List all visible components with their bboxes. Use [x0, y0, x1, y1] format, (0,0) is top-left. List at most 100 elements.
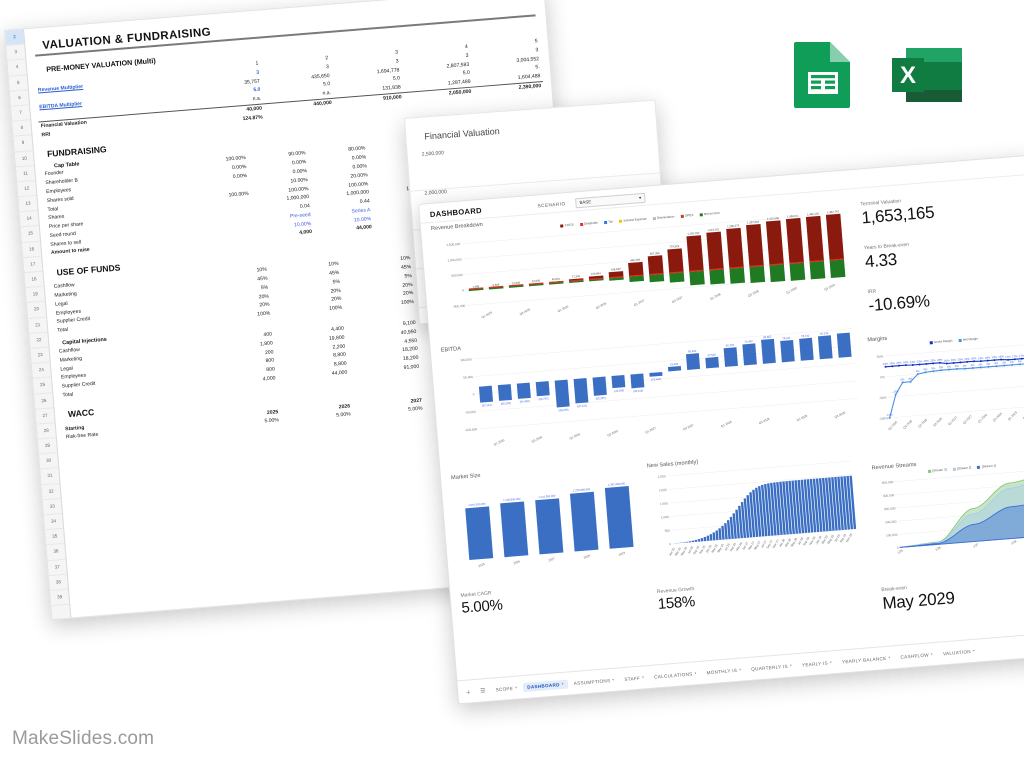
row-header-cell[interactable]: 7: [11, 105, 31, 122]
svg-text:779,529: 779,529: [669, 244, 680, 249]
chevron-down-icon[interactable]: ▾: [561, 681, 564, 687]
row-header-cell[interactable]: 8: [12, 120, 32, 137]
chevron-down-icon[interactable]: ▾: [888, 655, 891, 660]
sheet-tab-cashflow[interactable]: CASHFLOW ▾: [896, 649, 937, 661]
brand-watermark: MakeSlides.com: [12, 728, 155, 749]
row-header-cell[interactable]: 23: [30, 347, 50, 364]
sheet-tab-scope[interactable]: SCOPE ▾: [491, 683, 521, 694]
add-sheet-icon[interactable]: ＋: [465, 689, 472, 697]
svg-text:4%: 4%: [1002, 360, 1007, 364]
row-header-cell[interactable]: 39: [50, 589, 70, 607]
row-header-cell[interactable]: 10: [14, 150, 34, 168]
svg-text:1,286,273: 1,286,273: [727, 223, 740, 228]
chevron-down-icon[interactable]: ▾: [694, 671, 697, 676]
svg-text:(96,236): (96,236): [558, 408, 568, 413]
chevron-down-icon[interactable]: ▾: [829, 660, 833, 665]
svg-text:1/25: 1/25: [896, 548, 903, 555]
svg-text:Sep 26: Sep 26: [729, 542, 737, 553]
chevron-down-icon[interactable]: ▾: [789, 663, 793, 668]
svg-text:1,220,900,000: 1,220,900,000: [573, 487, 591, 492]
row-header-cell[interactable]: 12: [17, 180, 37, 198]
svg-text:Q1 2027: Q1 2027: [644, 426, 656, 435]
row-header-cell[interactable]: 27: [35, 407, 55, 425]
sheet-tab-calculations[interactable]: CALCULATIONS ▾: [650, 668, 701, 681]
svg-text:4%: 4%: [994, 361, 999, 365]
row-header-cell[interactable]: 37: [47, 559, 67, 576]
dashboard-card[interactable]: DASHBOARD SCENARIO BASE ▾ Revenue Breakd…: [418, 154, 1024, 705]
sheet-tab-valuation[interactable]: VALUATION ▾: [939, 646, 980, 658]
sheet-tab-yearly-is[interactable]: YEARLY IS ▾: [798, 657, 837, 669]
row-header-cell[interactable]: 28: [36, 423, 56, 440]
sheet-tab-dashboard[interactable]: DASHBOARD ▾: [522, 679, 569, 692]
row-header-cell[interactable]: 35: [45, 529, 65, 546]
row-header-cell[interactable]: 14: [19, 211, 39, 228]
row-header-cell[interactable]: 15: [20, 226, 41, 243]
svg-text:400,000: 400,000: [883, 493, 895, 498]
row-header-cell[interactable]: 29: [37, 438, 58, 455]
row-header-cell[interactable]: 31: [40, 468, 60, 486]
row-header-cell[interactable]: 36: [46, 544, 66, 561]
sheet-tab-label: DASHBOARD: [526, 681, 560, 690]
row-header-cell[interactable]: 5: [8, 74, 28, 92]
row-header-cell[interactable]: 30: [39, 453, 59, 470]
sheet-tab-assumptions[interactable]: ASSUMPTIONS ▾: [569, 675, 618, 688]
row-header-cell[interactable]: 18: [24, 271, 44, 289]
all-sheets-icon[interactable]: ☰: [480, 687, 486, 695]
row-header-cell[interactable]: 26: [34, 392, 54, 410]
row-header-cell[interactable]: 38: [48, 574, 69, 592]
row-header-cell[interactable]: 4: [7, 59, 27, 77]
svg-text:Q1 2027: Q1 2027: [947, 415, 958, 426]
row-header-cell[interactable]: 33: [42, 498, 62, 516]
row-header-cell[interactable]: 11: [16, 165, 36, 183]
row-header-cell[interactable]: 25: [33, 377, 53, 395]
row-header-cell[interactable]: 6: [9, 90, 30, 107]
svg-text:0: 0: [473, 392, 475, 396]
row-header-cell[interactable]: 16: [22, 241, 42, 258]
svg-text:Mar 26: Mar 26: [710, 543, 718, 553]
row-header-cell[interactable]: 32: [41, 483, 61, 501]
svg-text:Mar 27: Mar 27: [747, 540, 755, 550]
svg-text:24%: 24%: [889, 361, 895, 365]
svg-text:(43,286): (43,286): [614, 388, 624, 393]
revenue-breakdown-chart: 1,500,000 1,000,000 500,000 0 -500,000 1,988 5…: [446, 209, 849, 319]
chevron-down-icon[interactable]: ▾: [641, 675, 645, 680]
svg-text:20%: 20%: [951, 358, 957, 362]
row-header-cell[interactable]: 9: [13, 135, 33, 153]
chevron-down-icon[interactable]: ▾: [612, 677, 615, 682]
chevron-down-icon[interactable]: ▾: [930, 652, 934, 657]
chevron-down-icon[interactable]: ▾: [738, 667, 742, 672]
row-header-cell[interactable]: 17: [23, 256, 43, 274]
row-header-cell[interactable]: 2: [5, 29, 25, 47]
svg-text:Jan 25: Jan 25: [668, 547, 676, 557]
svg-text:Q3 2025: Q3 2025: [519, 307, 531, 316]
row-header-cell[interactable]: 20: [27, 301, 47, 319]
scenario-label: SCENARIO: [537, 201, 566, 209]
svg-text:40,661: 40,661: [552, 277, 561, 282]
svg-text:Q1 2029: Q1 2029: [1007, 410, 1018, 421]
svg-text:5,569: 5,569: [492, 283, 500, 288]
row-header-cell[interactable]: 19: [25, 286, 45, 304]
sheet-tab-staff[interactable]: STAFF ▾: [620, 673, 648, 684]
svg-text:Q3 2028: Q3 2028: [747, 289, 759, 298]
svg-text:1,357,633: 1,357,633: [747, 220, 760, 225]
sheet-tab-monthly-is[interactable]: MONTHLY IS ▾: [702, 665, 745, 677]
svg-text:1/26: 1/26: [934, 545, 941, 552]
svg-text:500: 500: [665, 528, 671, 532]
svg-text:Q1 2026: Q1 2026: [569, 432, 581, 441]
chevron-down-icon[interactable]: ▾: [514, 685, 518, 690]
row-header-cell[interactable]: 24: [31, 362, 52, 380]
sheet-tab-yearly-balance[interactable]: YEARLY BALANCE ▾: [838, 653, 895, 667]
cash-balance-label: Cash Balance: [910, 672, 940, 681]
svg-text:4%: 4%: [978, 362, 983, 366]
chevron-down-icon: ▾: [638, 194, 642, 200]
svg-text:2027: 2027: [548, 556, 556, 562]
row-header-cell[interactable]: 3: [6, 44, 26, 62]
sheet-tab-quarterly-is[interactable]: QUARTERLY IS ▾: [747, 661, 796, 674]
row-header-cell[interactable]: 34: [44, 513, 64, 531]
row-header-cell[interactable]: 21: [28, 317, 48, 334]
ebitda-chart: 100,000 50,000 0 -50,000 -100,000 (57,141) (56…: [460, 328, 859, 447]
row-header-cell[interactable]: 13: [18, 195, 38, 213]
chevron-down-icon[interactable]: ▾: [972, 648, 976, 653]
svg-text:Q3 2028: Q3 2028: [992, 411, 1003, 422]
row-header-cell[interactable]: 22: [29, 332, 49, 349]
